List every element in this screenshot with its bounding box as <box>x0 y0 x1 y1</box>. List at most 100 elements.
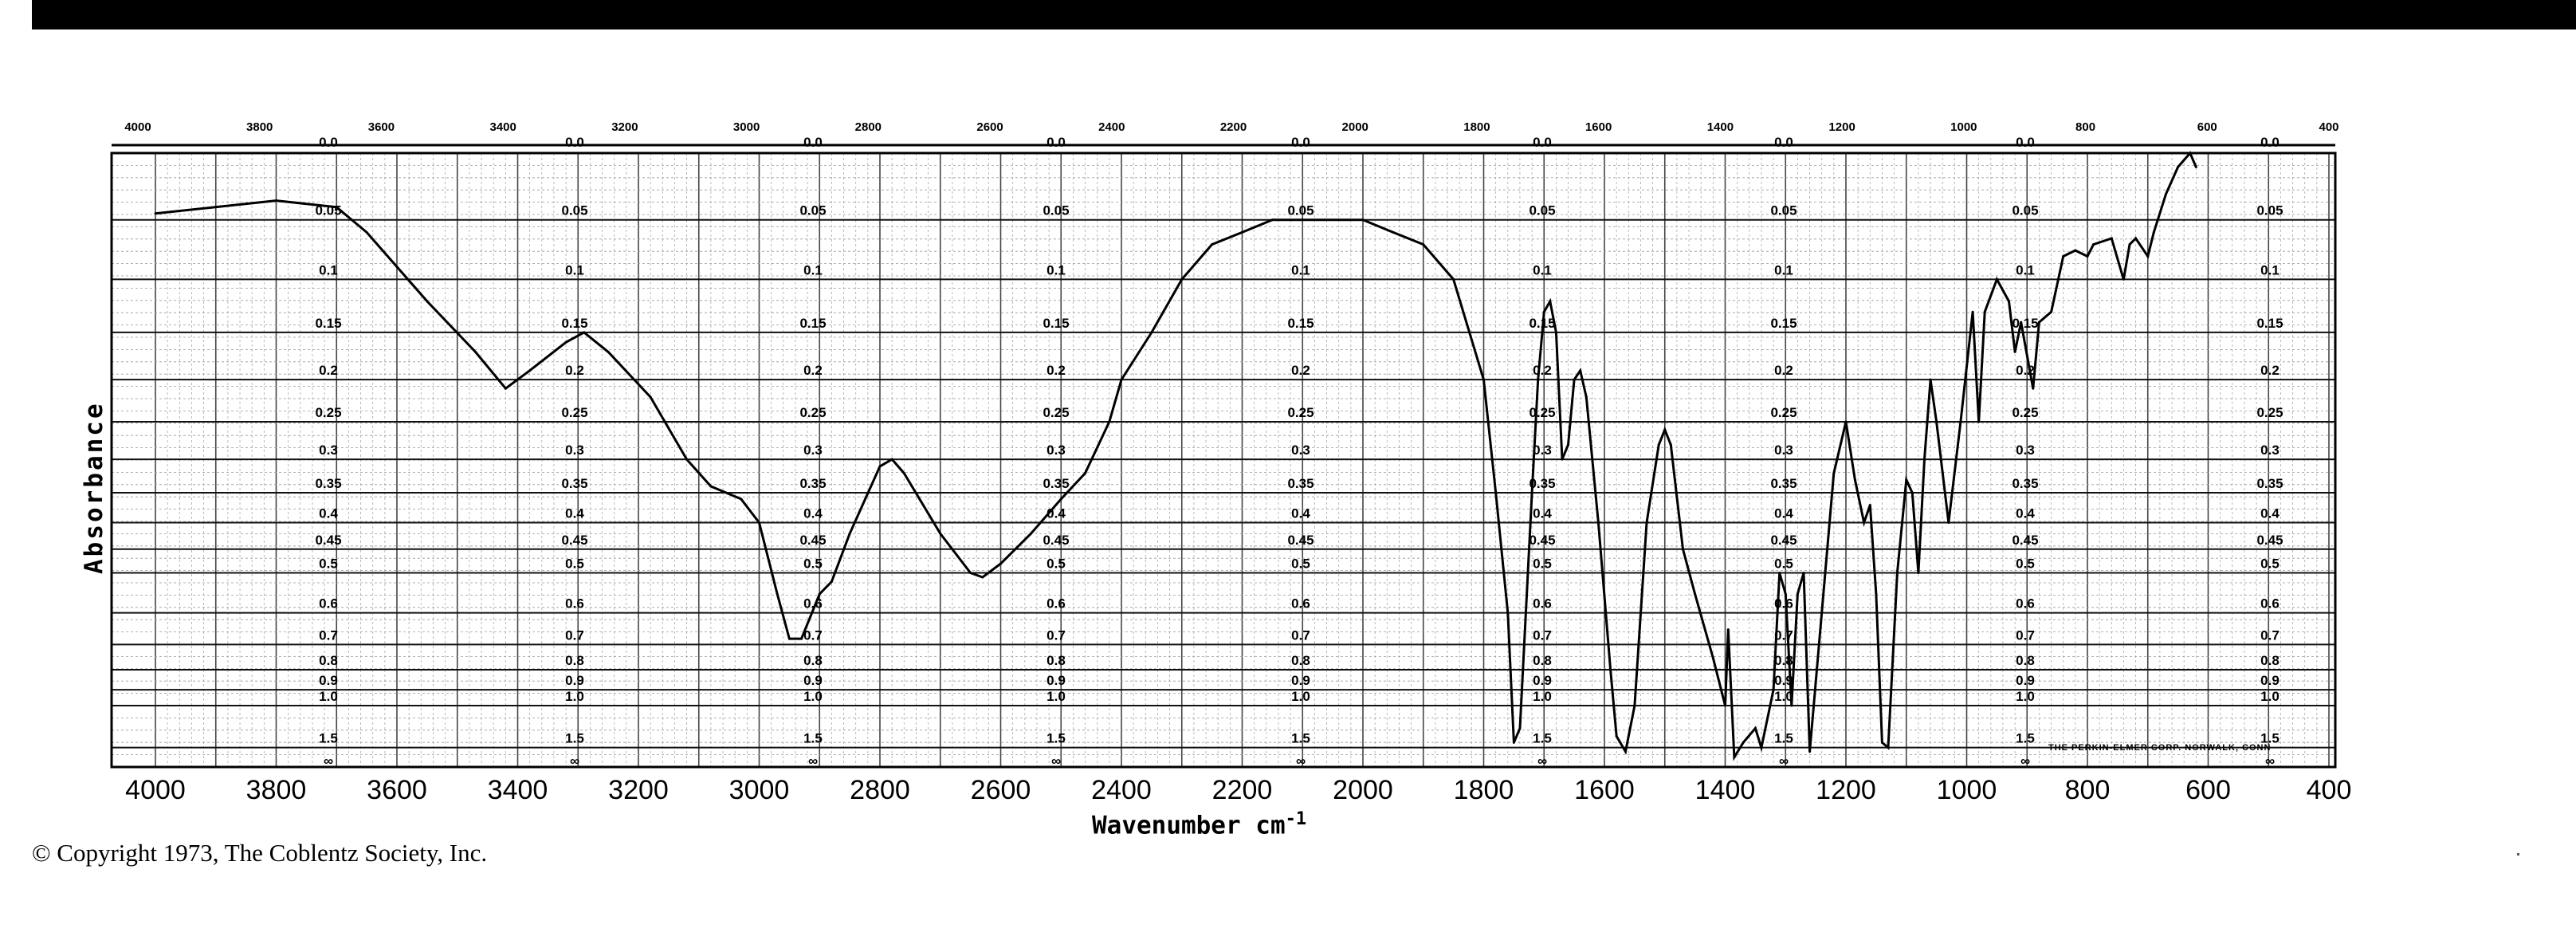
y-tick-label: 0.5 <box>319 557 338 572</box>
spectrum-point <box>981 576 984 579</box>
x-tick-label: 1800 <box>1454 775 1514 805</box>
y-tick-label: 0.3 <box>2016 442 2035 458</box>
spectrum-point <box>848 532 851 535</box>
spectrum-point <box>335 206 338 209</box>
y-tick-label: 0.4 <box>1774 505 1793 521</box>
y-tick-label: 1.0 <box>2016 689 2035 704</box>
x-tick-label: 3000 <box>729 775 790 805</box>
spectrum-point <box>1657 443 1660 446</box>
top-tick-label: 4000 <box>124 120 151 134</box>
y-tick-label: 0.8 <box>803 653 823 668</box>
spectrum-point <box>800 637 803 640</box>
x-tick-label: 1400 <box>1695 775 1756 805</box>
y-tick-label: 0.45 <box>2012 533 2038 548</box>
spectrum-point <box>1820 612 1824 615</box>
y-tick-label: 0.3 <box>1533 442 1552 458</box>
y-tick-label: 1.0 <box>565 689 584 704</box>
spectrum-point <box>1270 218 1274 222</box>
top-tick-label: 3000 <box>733 120 760 134</box>
spectrum-point <box>583 331 586 334</box>
y-tick-label: 0.0 <box>319 135 338 150</box>
top-axis-ticks: 4000 3800 3600 3400 3200 3000 2800 2600 2400 2200… <box>112 120 2339 147</box>
y-tick-label: 0.9 <box>565 673 584 688</box>
spectrum-point <box>758 521 760 524</box>
y-tick-label: 0.2 <box>2260 363 2280 378</box>
y-tick-label: 0.35 <box>799 476 826 491</box>
y-tick-label: 0.0 <box>2016 135 2035 150</box>
spectrum-point <box>1681 548 1684 551</box>
y-tick-label: 0.5 <box>565 557 584 572</box>
y-tick-label: 0.9 <box>1291 673 1310 688</box>
y-tick-label: 1.5 <box>1291 731 1310 746</box>
spectrum-point <box>1733 756 1736 759</box>
spectrum-point <box>2128 243 2131 246</box>
spectrum-point <box>1573 378 1576 381</box>
y-tick-label: 0.4 <box>2016 505 2035 521</box>
y-tick-label: 0.7 <box>1533 627 1552 643</box>
spectrum-point <box>1853 478 1856 482</box>
y-tick-label: 0.6 <box>319 596 338 612</box>
y-tick-label: 1.5 <box>1774 731 1793 746</box>
y-tick-label: 0.8 <box>2260 653 2280 668</box>
spectrum-point <box>1796 592 1799 596</box>
y-tick-label: 0.1 <box>2260 262 2280 277</box>
y-tick-label: 0.25 <box>2012 405 2038 420</box>
y-tick-label: 0.2 <box>1533 363 1552 378</box>
spectrum-point <box>2164 192 2167 195</box>
y-tick-label: 0.0 <box>1046 135 1066 150</box>
plot-frame <box>110 151 2337 769</box>
spectrum-point <box>2037 321 2040 324</box>
y-tick-label: 0.35 <box>1043 476 1069 491</box>
y-tick-label: ∞ <box>570 753 579 769</box>
spectrum-point <box>2110 237 2113 240</box>
y-tick-label: 1.5 <box>565 731 584 746</box>
spectrum-point <box>154 212 157 215</box>
y-tick-label: 1.0 <box>1774 689 1793 704</box>
x-tick-label: 800 <box>2065 775 2111 805</box>
x-tick-label: 3200 <box>608 775 669 805</box>
spectrum-point <box>878 465 882 468</box>
spectrum-point <box>1753 726 1757 730</box>
spectrum-point <box>504 387 507 390</box>
y-tick-label: 0.3 <box>319 442 338 458</box>
spectrum-point <box>999 562 1002 565</box>
spectrum-point <box>1977 420 1981 423</box>
y-tick-label: 0.45 <box>799 533 826 548</box>
y-tick-label: 0.6 <box>1046 596 1066 612</box>
y-tick-label: 1.5 <box>319 731 338 746</box>
y-tick-label: 0.15 <box>561 316 587 331</box>
spectrum-point <box>1663 428 1667 431</box>
spectrum-point <box>1422 243 1425 246</box>
spectrum-point <box>2020 321 2023 324</box>
spectrum-point <box>365 230 368 234</box>
spectrum-point <box>685 458 689 461</box>
spectrum-point <box>1108 420 1111 423</box>
spectrum-point <box>1917 572 1920 575</box>
spectrum-point <box>1784 592 1787 596</box>
top-tick-label: 3600 <box>368 120 395 134</box>
y-tick-label: 0.7 <box>565 627 584 643</box>
spectrum-point <box>2013 350 2016 353</box>
top-tick-label: 600 <box>2197 120 2217 134</box>
y-tick-label: 0.7 <box>2260 627 2280 643</box>
spectrum-point <box>1983 310 1986 313</box>
y-tick-label: 0.5 <box>2016 557 2035 572</box>
spectrum-point <box>1150 331 1153 334</box>
spectrum-point <box>1609 668 1612 671</box>
y-tick-label: ∞ <box>1051 753 1061 769</box>
y-tick-label: 0.25 <box>1529 405 1555 420</box>
y-tick-label: 0.45 <box>1529 533 1555 548</box>
y-tick-label: 0.45 <box>315 533 341 548</box>
x-tick-label: 1000 <box>1937 775 1997 805</box>
top-tick-label: 1800 <box>1463 120 1490 134</box>
top-tick-label: 3200 <box>611 120 638 134</box>
top-tick-label: 1600 <box>1585 120 1612 134</box>
spectrum-point <box>902 471 905 474</box>
y-tick-label: 0.5 <box>2260 557 2280 572</box>
spectrum-point <box>1802 572 1805 575</box>
spectrum-point <box>528 369 532 372</box>
spectrum-point <box>1742 741 1745 744</box>
spectrum-point <box>1694 592 1697 596</box>
x-tick-label: 2000 <box>1333 775 1393 805</box>
y-tick-label: 0.15 <box>1043 316 1069 331</box>
